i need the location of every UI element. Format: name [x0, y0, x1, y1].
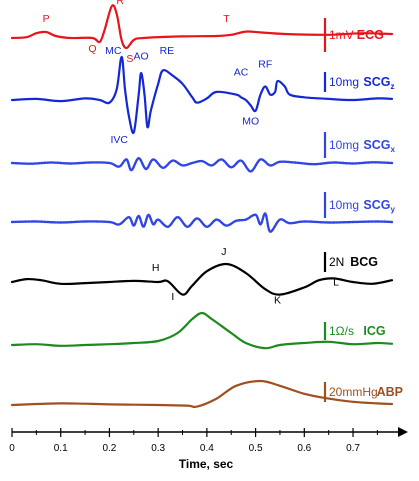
trace-scgz: MC AO RE IVC AC RF MO 10mg SCGz [10, 45, 394, 146]
x-tick-label-2: 0.2 [102, 443, 116, 454]
scale-label-abp: 20mmHg [329, 385, 378, 399]
point-label-scgz-4: AC [234, 67, 249, 79]
x-tick-label-3: 0.3 [151, 443, 165, 454]
scale-label-scgz: 10mg [329, 75, 359, 89]
series-line-scgx [10, 157, 394, 173]
trace-icg: 1Ω/s ICG [10, 311, 394, 350]
series-line-icg [10, 311, 394, 350]
series-line-scgz [10, 55, 394, 135]
point-label-scgz-3: IVC [110, 134, 128, 146]
series-line-scgy [10, 212, 394, 233]
point-label-ecg-0: P [43, 13, 50, 25]
channel-name-scgy: SCGy [363, 198, 395, 214]
channel-subscript-scgz: z [390, 82, 394, 91]
x-tick-label-7: 0.7 [346, 443, 360, 454]
channel-name-scgz: SCGz [363, 75, 394, 91]
channel-name-ecg: ECG [357, 28, 384, 42]
point-label-bcg-2: J [221, 246, 226, 258]
x-tick-label-4: 0.4 [200, 443, 214, 454]
scale-label-ecg: 1mV [329, 28, 354, 42]
trace-ecg: P Q R S T 1mV ECG [10, 0, 394, 65]
x-tick-label-6: 0.6 [297, 443, 311, 454]
channel-name-bcg: BCG [350, 255, 378, 269]
point-label-bcg-3: K [274, 295, 281, 307]
series-line-ecg [10, 4, 394, 50]
scale-label-scgy: 10mg [329, 198, 359, 212]
trace-scgx: 10mg SCGx [10, 132, 395, 173]
point-label-scgz-5: RF [258, 59, 272, 71]
point-label-ecg-3: S [126, 53, 133, 65]
scale-label-icg: 1Ω/s [329, 324, 354, 338]
trace-scgy: 10mg SCGy [10, 192, 395, 233]
channel-name-icg: ICG [363, 324, 385, 338]
time-axis: 0 0.1 0.2 0.3 0.4 0.5 0.6 0.7 Time, sec [9, 427, 408, 471]
scale-label-scgx: 10mg [329, 138, 359, 152]
x-axis-ticks: 0 0.1 0.2 0.3 0.4 0.5 0.6 0.7 [9, 428, 378, 454]
point-label-scgz-2: RE [160, 45, 175, 57]
point-label-ecg-1: Q [88, 43, 96, 55]
x-axis-arrow [398, 427, 408, 437]
x-axis-label: Time, sec [179, 457, 234, 471]
scale-label-bcg: 2N [329, 255, 344, 269]
point-label-bcg-4: L [333, 277, 339, 289]
point-label-scgz-1: AO [134, 51, 149, 63]
point-label-scgz-0: MC [105, 45, 122, 57]
channel-name-scgx: SCGx [363, 138, 395, 154]
x-tick-label-0: 0 [9, 443, 15, 454]
point-label-ecg-4: T [223, 13, 230, 25]
traces-layer: P Q R S T 1mV ECG MC AO RE IVC AC RF MO 10mg SCGz 10mg SC… [10, 0, 403, 409]
trace-bcg: H I J K L 2N BCG [10, 246, 394, 307]
point-label-scgz-6: MO [242, 115, 259, 127]
x-tick-label-5: 0.5 [249, 443, 263, 454]
series-line-abp [10, 379, 394, 409]
channel-subscript-scgx: x [390, 145, 395, 154]
point-label-ecg-2: R [116, 0, 124, 7]
channel-name-abp: ABP [377, 385, 403, 399]
point-label-bcg-1: I [171, 291, 174, 303]
x-tick-label-1: 0.1 [54, 443, 68, 454]
channel-subscript-scgy: y [390, 205, 395, 214]
point-label-bcg-0: H [152, 262, 160, 274]
series-line-bcg [10, 262, 394, 296]
